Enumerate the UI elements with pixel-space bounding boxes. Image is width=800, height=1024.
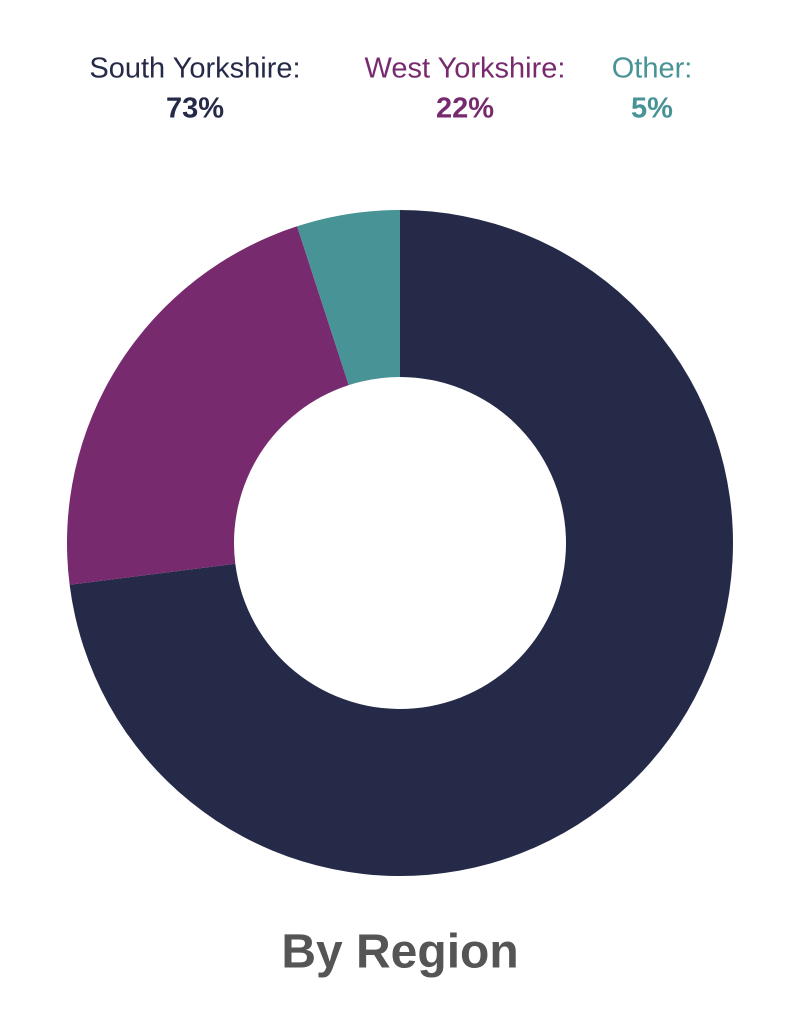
donut-slice — [66, 226, 349, 585]
legend-label: South Yorkshire: — [89, 53, 300, 85]
legend-value: 5% — [631, 93, 673, 125]
legend-value: 73% — [166, 93, 224, 125]
chart-title: By Region — [281, 926, 518, 979]
donut-slice — [297, 210, 400, 386]
legend-label: West Yorkshire: — [365, 53, 566, 85]
donut-slice — [69, 210, 734, 876]
legend-value: 22% — [436, 93, 494, 125]
legend-label: Other: — [612, 53, 693, 85]
